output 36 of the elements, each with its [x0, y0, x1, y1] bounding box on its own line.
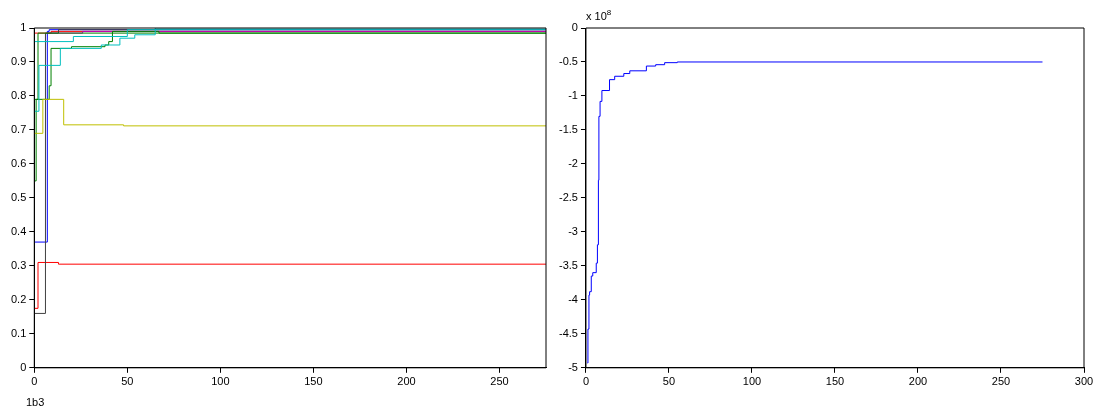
y-tick-label: -2: [568, 156, 578, 169]
y-tick-label: -4.5: [558, 326, 578, 339]
y-tick-label: 0.9: [10, 55, 27, 68]
x-tick-label: 100: [742, 375, 762, 388]
y-tick-label: -5: [568, 360, 578, 373]
x-tick-label: 250: [490, 375, 509, 388]
x-tick-label: 100: [211, 375, 230, 388]
y-tick-label: -3.5: [558, 258, 578, 271]
y-tick-label: -4: [568, 292, 578, 305]
y-tick-label: 0.3: [10, 258, 27, 271]
x-tick-label: 150: [825, 375, 845, 388]
x-tick-label: 250: [991, 375, 1011, 388]
y-tick-label: 0.5: [10, 190, 27, 203]
y-tick-label: 0.1: [10, 326, 27, 339]
y-tick-label: 0.2: [10, 292, 27, 305]
x-tick-label: 0: [582, 375, 590, 388]
x-tick-label: 50: [662, 375, 676, 388]
y-tick-label: 0.6: [10, 156, 27, 169]
y-tick-label: 0.4: [10, 224, 27, 237]
x-tick-label: 200: [397, 375, 416, 388]
y-tick-label: 0: [20, 360, 27, 373]
x-tick-label: 50: [121, 375, 134, 388]
x-tick-label: 300: [1074, 375, 1094, 388]
y-tick-label: -3: [568, 224, 578, 237]
x-tick-label: 150: [304, 375, 323, 388]
x-tick-label: 200: [908, 375, 928, 388]
y-tick-label: 0: [571, 21, 578, 34]
x-tick-label: 0: [31, 375, 38, 388]
y-tick-label: 0.7: [10, 122, 27, 135]
y-tick-label: -1.5: [558, 122, 578, 135]
y-tick-label: 1: [20, 21, 27, 34]
text: 1b3: [26, 396, 45, 408]
y-tick-label: -2.5: [558, 190, 578, 203]
y-tick-label: -1: [568, 88, 578, 101]
y-tick-label: -0.5: [558, 55, 578, 68]
y-tick-label: 0.8: [10, 88, 27, 101]
